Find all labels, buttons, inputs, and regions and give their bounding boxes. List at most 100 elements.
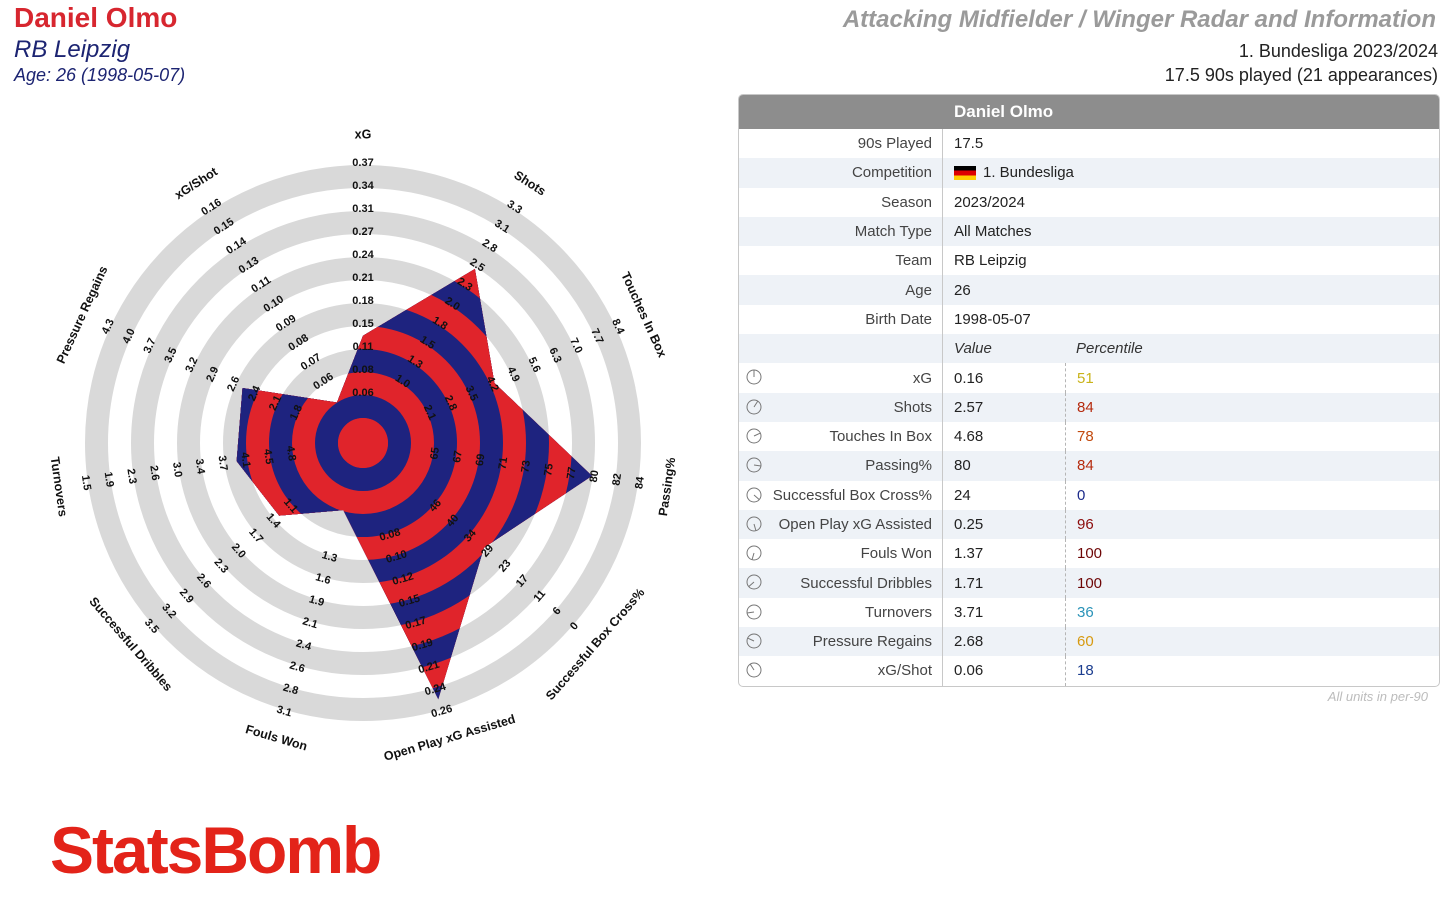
radar-tick-label: 1.6 <box>314 571 332 587</box>
radar-axis-label: Shots <box>512 168 549 199</box>
metric-dial-icon <box>746 457 762 473</box>
info-label: 90s Played <box>739 129 943 159</box>
radar-tick-label: 1.9 <box>308 593 326 609</box>
info-label: Competition <box>739 158 943 188</box>
radar-tick-label: 2.4 <box>295 637 314 653</box>
metric-row: Touches In Box 4.68 78 <box>739 421 1439 452</box>
info-row: Team RB Leipzig <box>739 246 1439 276</box>
radar-tick-label: 82 <box>610 473 624 487</box>
radar-tick-label: 0.17 <box>404 615 428 633</box>
player-age: Age: 26 (1998-05-07) <box>14 65 186 85</box>
info-row: Age 26 <box>739 275 1439 305</box>
table-title: Daniel Olmo <box>739 95 1439 129</box>
metric-dial-icon <box>746 369 762 385</box>
radar-tick-label: 0.26 <box>430 703 454 721</box>
radar-tick-label: 0.19 <box>410 637 434 655</box>
radar-tick-label: 0.11 <box>353 341 374 353</box>
radar-tick-label: 0.24 <box>352 249 374 261</box>
radar-tick-label: 1.3 <box>320 549 338 565</box>
radar-tick-label: 0.34 <box>352 180 374 192</box>
radar-grid-ring <box>131 211 595 675</box>
radar-tick-label: 2.6 <box>147 465 161 482</box>
metric-row: Open Play xG Assisted 0.25 96 <box>739 509 1439 540</box>
radar-tick-label: 3.1 <box>275 704 293 720</box>
radar-tick-label: 6.3 <box>546 346 563 365</box>
radar-tick-label: 3.7 <box>216 455 230 472</box>
metric-percentile: 0 <box>1065 480 1085 510</box>
metric-percentile: 78 <box>1065 421 1094 452</box>
radar-tick-label: 0.15 <box>397 592 421 610</box>
metric-value: 80 <box>954 457 971 475</box>
metric-value: 4.68 <box>954 428 984 446</box>
metric-value: 2.57 <box>954 398 984 416</box>
radar-axis-label: Successful Box Cross% <box>543 586 647 703</box>
metric-dial-icon <box>746 516 762 532</box>
statsbomb-logo: StatsBomb <box>50 813 382 887</box>
info-row: Season 2023/2024 <box>739 187 1439 217</box>
metric-rows: xG 0.16 51 Shots 2.57 84 Touches In Box 4.68 78 P… <box>739 363 1439 686</box>
info-label: Age <box>739 275 943 305</box>
metric-label: Pressure Regains <box>739 627 943 657</box>
radar-tick-label: 77 <box>565 466 579 480</box>
metric-label: xG/Shot <box>739 656 943 686</box>
radar-tick-label: 0.21 <box>417 659 441 677</box>
radar-tick-label: 2.1 <box>301 615 319 631</box>
radar-tick-label: 3.7 <box>141 336 158 355</box>
radar-tick-label: 84 <box>633 475 647 490</box>
radar-tick-label: 4.9 <box>505 365 522 384</box>
info-value: 26 <box>943 275 971 304</box>
metric-label: xG <box>739 363 943 393</box>
radar-tick-label: 3.5 <box>162 346 179 365</box>
radar-tick-label: 7.0 <box>567 336 584 355</box>
radar-tick-label: 0.31 <box>352 203 373 215</box>
metric-dial-icon <box>746 574 762 590</box>
metric-percentile: 36 <box>1065 597 1094 628</box>
info-value-text: 17.5 <box>954 135 984 153</box>
player-name: Daniel Olmo <box>14 2 178 33</box>
radar-tick-label: 0.37 <box>352 157 373 169</box>
metric-percentile: 84 <box>1065 451 1094 481</box>
radar-tick-label: 2.6 <box>225 375 242 394</box>
metric-value: 0.06 <box>954 662 984 680</box>
radar-axis-label: Turnovers <box>48 456 70 518</box>
metric-label: Passing% <box>739 451 943 481</box>
radar-tick-label: 3.0 <box>170 461 184 478</box>
radar-tick-label: 0.21 <box>352 272 373 284</box>
radar-tick-label: 0.08 <box>378 526 402 544</box>
radar-tick-label: 71 <box>497 456 511 470</box>
metric-percentile: 51 <box>1065 363 1094 393</box>
radar-tick-label: 1.8 <box>288 403 305 422</box>
metric-value: 1.71 <box>954 574 984 592</box>
radar-core <box>338 418 388 468</box>
info-value: 2023/2024 <box>943 188 1025 217</box>
metric-row: Successful Dribbles 1.71 100 <box>739 568 1439 598</box>
info-value: 1998-05-07 <box>943 305 1031 334</box>
radar-tick-label: 4.3 <box>100 317 117 336</box>
metric-value: 0.16 <box>954 369 984 387</box>
metric-percentile: 18 <box>1065 656 1094 686</box>
info-rows: 90s Played 17.5 Competition 1. Bundesliga Se… <box>739 129 1439 335</box>
radar-tick-label: 0.10 <box>385 548 409 566</box>
radar-axis-label: xG <box>355 127 372 141</box>
radar-tick-label: 4.2 <box>484 375 501 394</box>
metric-row: xG 0.16 51 <box>739 363 1439 393</box>
radar-tick-label: 1.5 <box>79 474 93 491</box>
radar-tick-label: 7.7 <box>588 327 605 346</box>
team-name: RB Leipzig <box>14 36 131 63</box>
radar-tick-label: 5.6 <box>525 355 542 374</box>
info-row: Birth Date 1998-05-07 <box>739 304 1439 335</box>
metric-dial-icon <box>746 604 762 620</box>
radar-tick-label: 75 <box>542 463 556 477</box>
metric-dial-icon <box>746 487 762 503</box>
info-value-text: RB Leipzig <box>954 252 1027 270</box>
radar-axis-label: Passing% <box>656 457 678 517</box>
radar-tick-label: 2.1 <box>267 394 284 413</box>
metric-dial-icon <box>746 662 762 678</box>
metric-value: 2.68 <box>954 633 984 651</box>
radar-title: Attacking Midfielder / Winger Radar and … <box>842 6 1436 33</box>
radar-tick-label: 2.8 <box>282 682 300 698</box>
radar-tick-label: 3.5 <box>463 384 480 403</box>
radar-tick-label: 80 <box>588 469 602 483</box>
radar-axis-label: xG/Shot <box>172 164 221 202</box>
radar-tick-label: 2.6 <box>288 660 306 676</box>
